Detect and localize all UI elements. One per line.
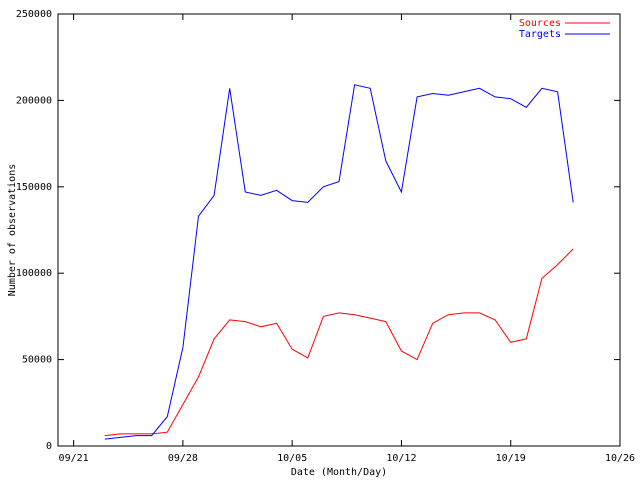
x-tick-label: 09/28 (168, 453, 198, 464)
series-line (104, 248, 574, 437)
x-axis-label: Date (Month/Day) (291, 467, 387, 478)
legend-label: Sources (519, 18, 561, 29)
y-tick-label: 50000 (22, 355, 52, 366)
x-tick-label: 10/12 (386, 453, 416, 464)
series-line (104, 84, 574, 440)
x-tick-label: 10/19 (496, 453, 526, 464)
legend-label: Targets (519, 29, 561, 40)
y-tick-label: 0 (46, 441, 52, 452)
x-tick-label: 10/26 (605, 453, 635, 464)
y-tick-label: 150000 (16, 182, 52, 193)
x-tick-label: 09/21 (59, 453, 89, 464)
y-tick-label: 100000 (16, 268, 52, 279)
y-tick-label: 250000 (16, 9, 52, 20)
y-tick-label: 200000 (16, 95, 52, 106)
plot-frame (57, 13, 621, 447)
y-axis-label: Number of observations (7, 164, 18, 296)
x-tick-label: 10/05 (277, 453, 307, 464)
